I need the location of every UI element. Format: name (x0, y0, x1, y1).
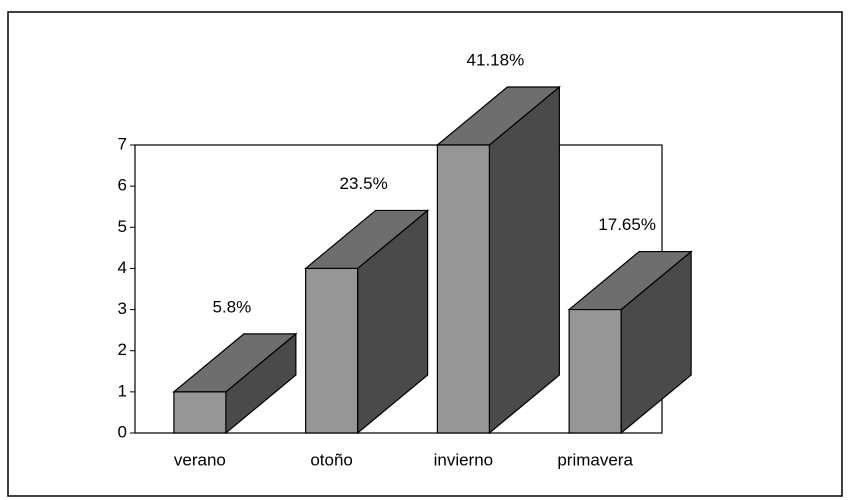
bar-front (305, 267, 359, 434)
annotation: 41.18% (467, 50, 525, 69)
annotation: 23.5% (340, 174, 388, 193)
y-tick-label: 0 (118, 422, 127, 441)
annotation: 17.65% (598, 215, 656, 234)
bar (303, 209, 430, 435)
bar-side (488, 85, 560, 435)
y-tick-label: 1 (118, 381, 127, 400)
x-tick-label: verano (174, 450, 226, 469)
y-tick-label: 5 (118, 217, 127, 236)
bar-front (173, 391, 227, 434)
x-tick-label: primavera (557, 450, 633, 469)
bar (435, 85, 562, 435)
y-tick-label: 7 (118, 134, 127, 153)
y-tick-label: 3 (118, 299, 127, 318)
bar-front (436, 144, 490, 434)
y-tick-label: 6 (118, 176, 127, 195)
x-tick-label: otoño (310, 450, 353, 469)
y-tick-label: 4 (118, 258, 127, 277)
annotation: 5.8% (213, 297, 252, 316)
x-tick-label: invierno (434, 450, 494, 469)
bar-front (568, 308, 622, 434)
bar (172, 332, 298, 435)
y-tick-label: 2 (118, 340, 127, 359)
bar (567, 250, 693, 435)
